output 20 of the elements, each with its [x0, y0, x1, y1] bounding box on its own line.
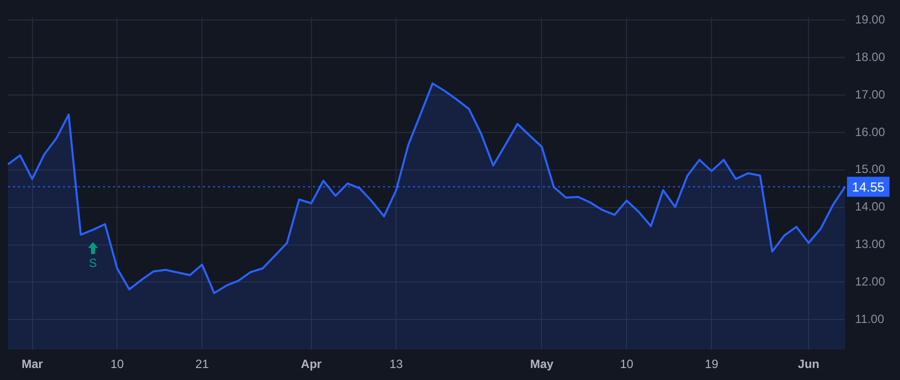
x-tick-label: 19: [704, 357, 719, 372]
x-tick-label: Mar: [22, 357, 44, 372]
y-tick-label: 18.00: [855, 50, 886, 64]
y-tick-label: 16.00: [855, 124, 886, 139]
y-tick-label: 19.00: [855, 12, 886, 27]
y-tick-label: 17.00: [855, 87, 886, 102]
y-tick-label: 15.00: [855, 162, 886, 176]
x-tick-label: Jun: [798, 357, 820, 372]
y-tick-label: 14.00: [855, 200, 886, 214]
ref-line-label: 14.55: [852, 179, 885, 194]
x-tick-label: 10: [110, 357, 124, 372]
x-tick-label: 13: [389, 357, 404, 372]
y-tick-label: 12.00: [855, 274, 886, 289]
x-tick-label: Apr: [300, 357, 322, 372]
y-tick-label: 13.00: [855, 237, 886, 252]
x-tick-label: May: [530, 357, 554, 372]
annotation: S: [88, 256, 97, 270]
x-tick-label: 10: [620, 357, 634, 372]
y-tick-label: 11.00: [855, 312, 884, 326]
x-tick-label: 21: [195, 357, 210, 372]
